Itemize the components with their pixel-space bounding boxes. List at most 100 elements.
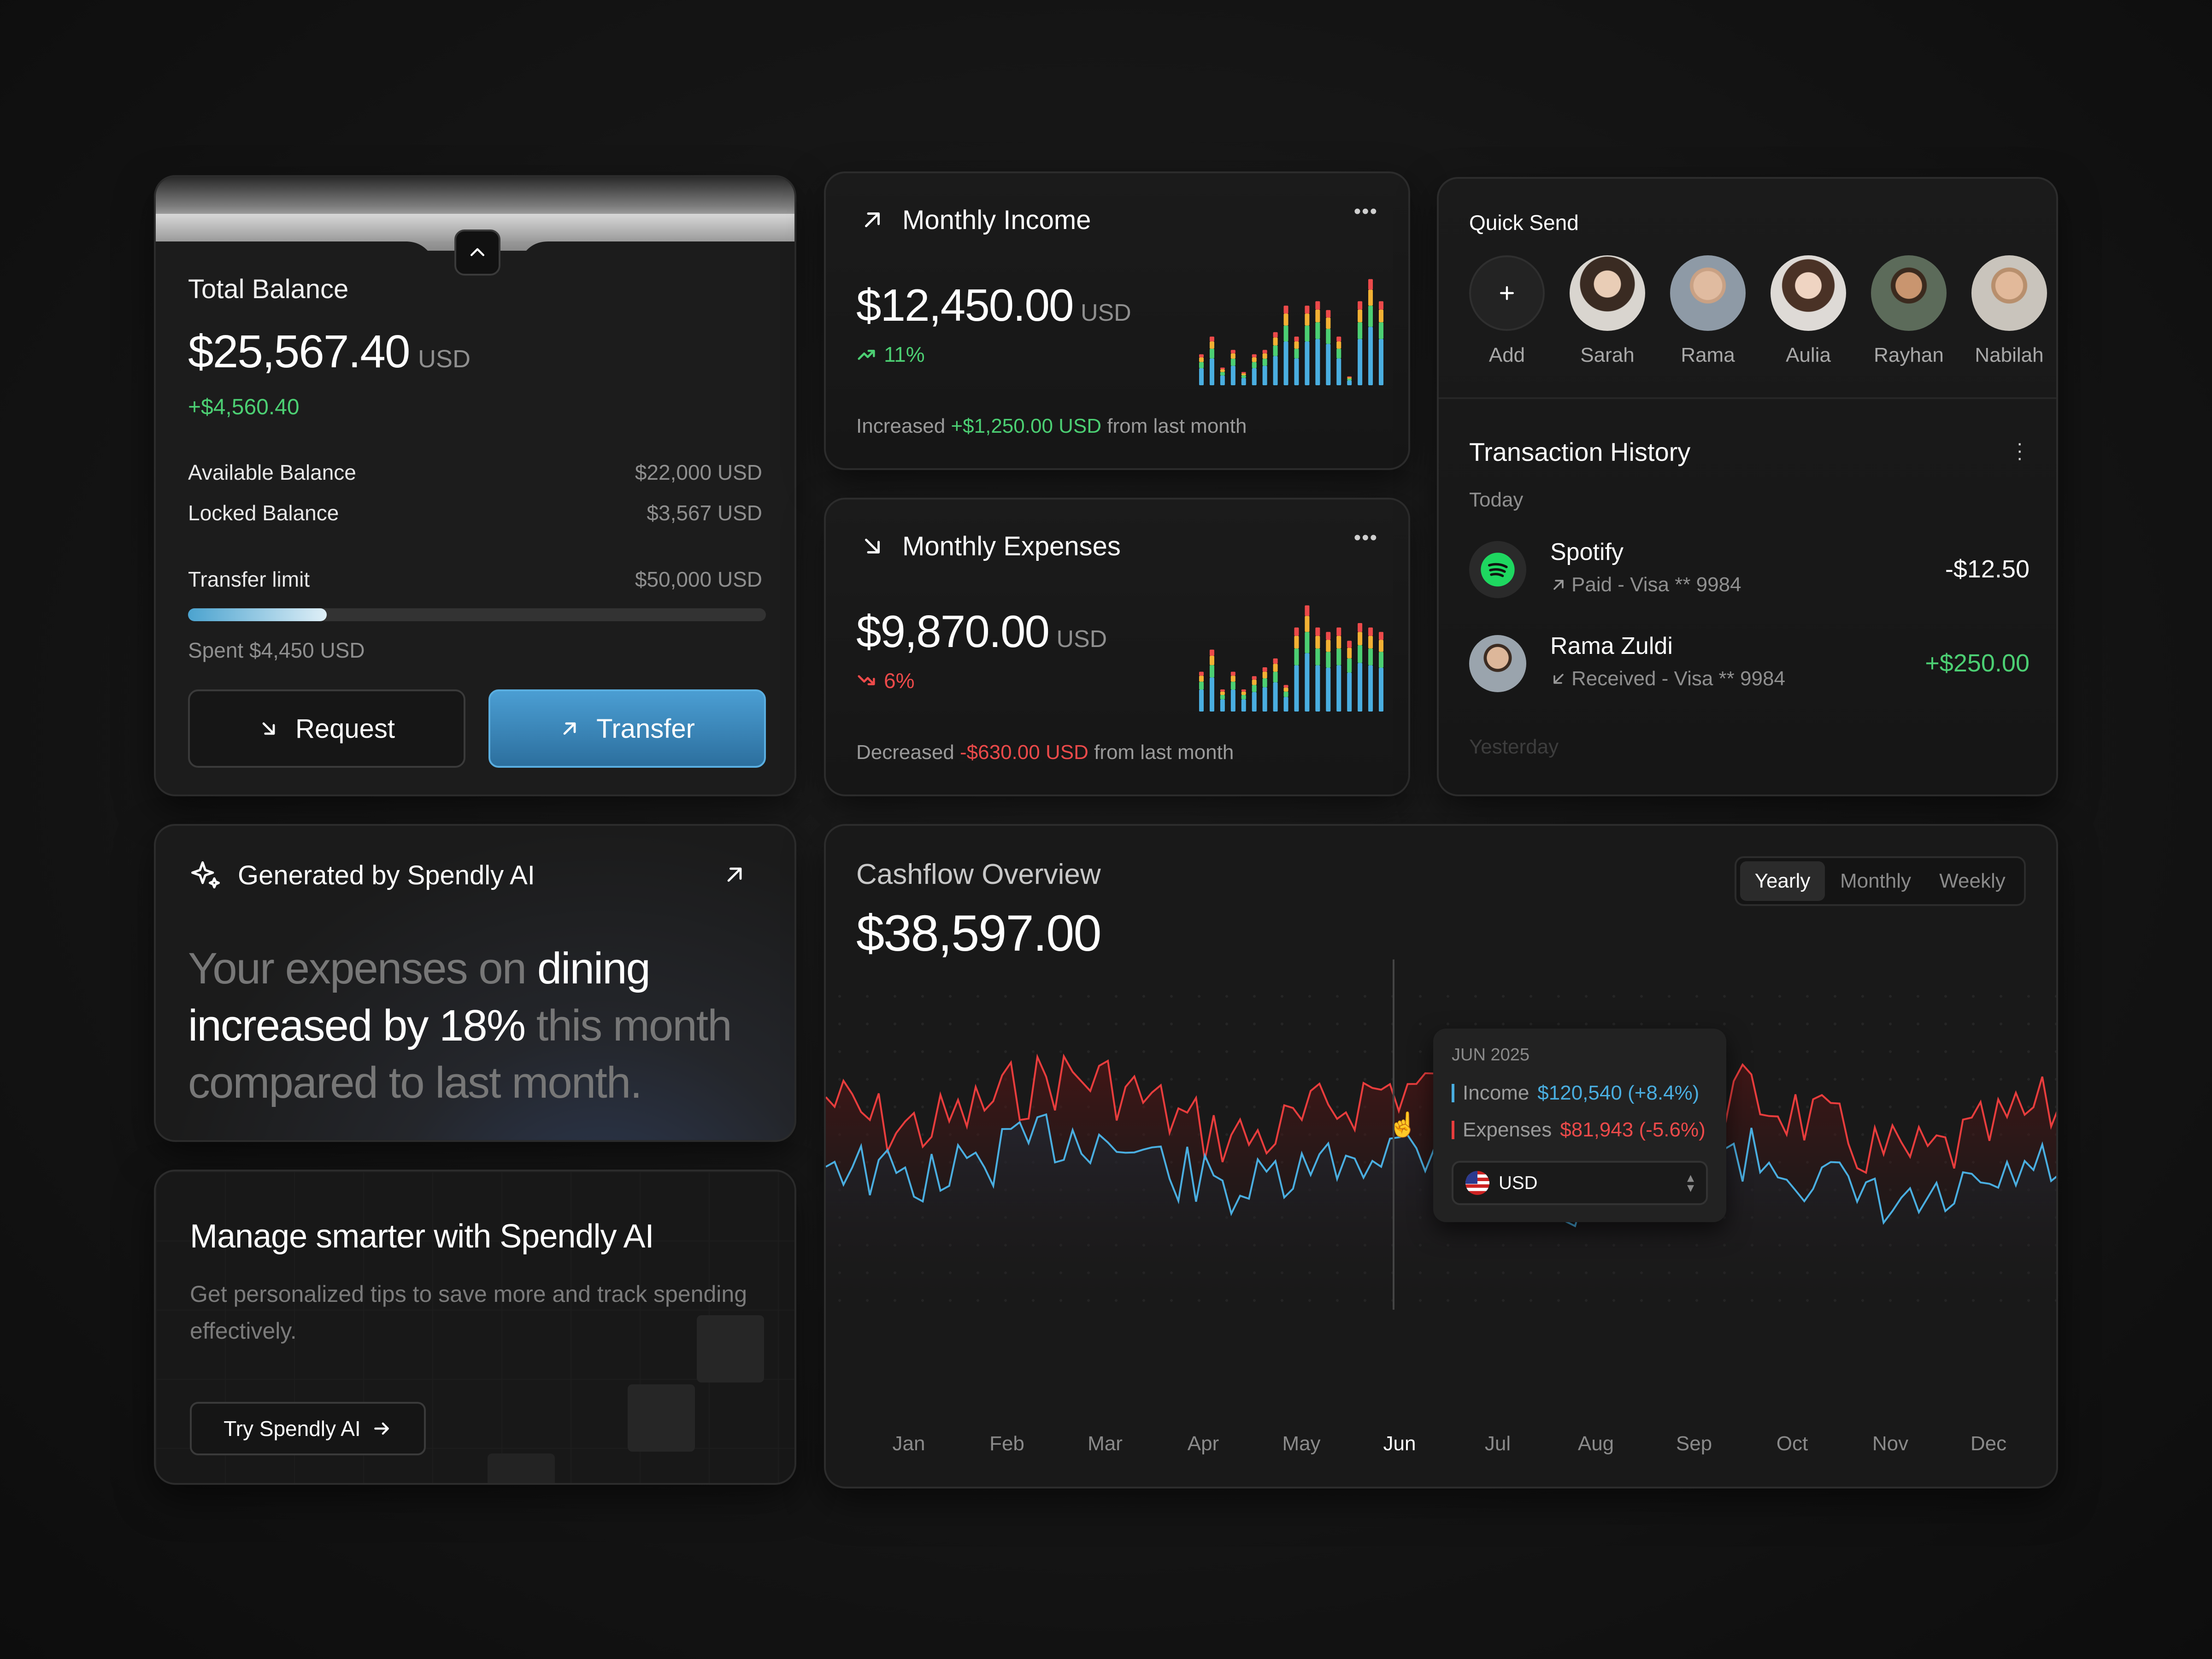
bar-segment xyxy=(1199,671,1204,676)
decor-square xyxy=(628,1384,695,1452)
transaction-row[interactable]: Rama Zuldi Received - Visa ** 9984 +$250… xyxy=(1469,632,2030,701)
wallet-pocket xyxy=(156,214,794,334)
bar-segment xyxy=(1209,665,1214,678)
bar-segment xyxy=(1283,697,1288,712)
bar-segment xyxy=(1252,685,1257,692)
bar-segment xyxy=(1315,322,1320,339)
cashflow-title: Cashflow Overview xyxy=(856,859,1101,890)
avatar xyxy=(1469,635,1526,692)
trend-down-icon xyxy=(858,675,875,685)
bar-segment xyxy=(1262,353,1267,359)
month-label-feb[interactable]: Feb xyxy=(989,1432,1024,1455)
bar-segment xyxy=(1326,329,1331,344)
month-label-sep[interactable]: Sep xyxy=(1676,1432,1712,1455)
bar-segment xyxy=(1199,676,1204,682)
month-label-jan[interactable]: Jan xyxy=(892,1432,925,1455)
bar-segment xyxy=(1347,380,1352,385)
bar-segment xyxy=(1230,350,1235,353)
month-label-dec[interactable]: Dec xyxy=(1970,1432,2007,1455)
bar-segment xyxy=(1273,337,1278,346)
tooltip-expenses-label: Expenses xyxy=(1463,1118,1552,1141)
expenses-more-icon[interactable]: ••• xyxy=(1353,526,1378,549)
transfer-button[interactable]: Transfer xyxy=(488,689,766,768)
month-label-apr[interactable]: Apr xyxy=(1187,1432,1219,1455)
bar-segment xyxy=(1241,695,1246,700)
collapse-button[interactable] xyxy=(454,229,500,276)
bar-segment xyxy=(1358,663,1363,712)
bar-segment xyxy=(1209,649,1214,656)
income-note-suffix: from last month xyxy=(1107,415,1247,437)
tooltip-income-label: Income xyxy=(1463,1082,1530,1104)
transaction-row[interactable]: Spotify Paid - Visa ** 9984 -$12.50 xyxy=(1469,538,2030,607)
add-contact-label: Add xyxy=(1488,344,1525,366)
bar-segment xyxy=(1315,309,1320,323)
bar-segment xyxy=(1315,627,1320,636)
transaction-detail-row: Paid - Visa ** 9984 xyxy=(1550,573,1741,596)
contact-nabilah[interactable]: Nabilah xyxy=(1971,255,2047,367)
expenses-note-suffix: from last month xyxy=(1094,741,1234,764)
bar-segment xyxy=(1252,362,1257,369)
trend-up-icon xyxy=(858,350,875,360)
bar-segment xyxy=(1305,325,1310,341)
bar-segment xyxy=(1336,665,1341,712)
contact-rayhan[interactable]: Rayhan xyxy=(1871,255,1947,367)
income-amount: $12,450.00 xyxy=(856,280,1074,330)
month-label-aug[interactable]: Aug xyxy=(1577,1432,1614,1455)
bar-segment xyxy=(1305,341,1310,385)
transfer-label: Transfer xyxy=(596,713,695,744)
month-label-may[interactable]: May xyxy=(1282,1432,1321,1455)
income-more-icon[interactable]: ••• xyxy=(1353,200,1378,223)
contact-sarah[interactable]: Sarah xyxy=(1570,255,1645,367)
bar-segment xyxy=(1358,632,1363,645)
add-contact-button[interactable] xyxy=(1469,255,1545,331)
month-label-mar[interactable]: Mar xyxy=(1088,1432,1123,1455)
expenses-note-value: -$630.00 USD xyxy=(960,741,1088,764)
bar-segment xyxy=(1209,656,1214,665)
income-title: Monthly Income xyxy=(902,205,1091,235)
open-external-icon[interactable] xyxy=(723,863,747,887)
transaction-more-icon[interactable]: · · · xyxy=(2016,432,2023,469)
transaction-name: Spotify xyxy=(1550,539,1624,565)
bar-segment xyxy=(1368,327,1373,385)
bar-segment xyxy=(1199,368,1204,385)
month-label-jun[interactable]: Jun xyxy=(1383,1432,1416,1455)
bar-segment xyxy=(1220,372,1225,376)
bar-segment xyxy=(1220,369,1225,372)
expenses-currency: USD xyxy=(1056,626,1107,653)
ai-text-part: Your expenses on xyxy=(188,944,537,993)
arrow-up-right-icon xyxy=(1553,580,1564,590)
locked-balance-value: $3,567 USD xyxy=(647,501,762,525)
tab-yearly[interactable]: Yearly xyxy=(1740,861,1825,901)
bar-segment xyxy=(1305,616,1310,632)
month-label-jul[interactable]: Jul xyxy=(1484,1432,1511,1455)
tab-monthly[interactable]: Monthly xyxy=(1840,870,1912,892)
contact-name: Sarah xyxy=(1580,344,1635,366)
decor-square xyxy=(488,1453,555,1483)
bar-segment xyxy=(1209,358,1214,385)
contact-aulia[interactable]: Aulia xyxy=(1771,255,1846,367)
currency-select[interactable]: USD ▴ ▾ xyxy=(1452,1161,1708,1205)
contact-name: Rama xyxy=(1681,344,1735,366)
section-divider xyxy=(1439,397,2056,399)
plus-icon xyxy=(1500,286,1514,300)
add-contact[interactable]: Add xyxy=(1469,255,1545,367)
income-amount-row: $12,450.00 USD xyxy=(856,279,1131,331)
bar-segment xyxy=(1326,667,1331,712)
month-label-oct[interactable]: Oct xyxy=(1776,1432,1808,1455)
transfer-limit-value: $50,000 USD xyxy=(635,567,762,591)
income-change-row: 11% xyxy=(856,342,925,367)
month-label-nov[interactable]: Nov xyxy=(1872,1432,1909,1455)
monthly-income-card: Monthly Income ••• $12,450.00 USD 11% In… xyxy=(824,171,1410,470)
yesterday-label: Yesterday xyxy=(1469,735,1559,758)
monthly-expenses-card: Monthly Expenses ••• $9,870.00 USD 6% De… xyxy=(824,498,1410,796)
tab-weekly[interactable]: Weekly xyxy=(1939,870,2006,892)
avatar xyxy=(1570,255,1645,331)
try-spendly-ai-button[interactable]: Try Spendly AI xyxy=(190,1402,426,1455)
income-note-prefix: Increased xyxy=(856,415,946,437)
bar-segment xyxy=(1305,306,1310,314)
balance-currency: USD xyxy=(418,345,471,373)
ai-insight-title: Generated by Spendly AI xyxy=(238,860,535,890)
request-button[interactable]: Request xyxy=(188,689,465,768)
bar-segment xyxy=(1273,332,1278,338)
contact-rama[interactable]: Rama xyxy=(1670,255,1746,367)
